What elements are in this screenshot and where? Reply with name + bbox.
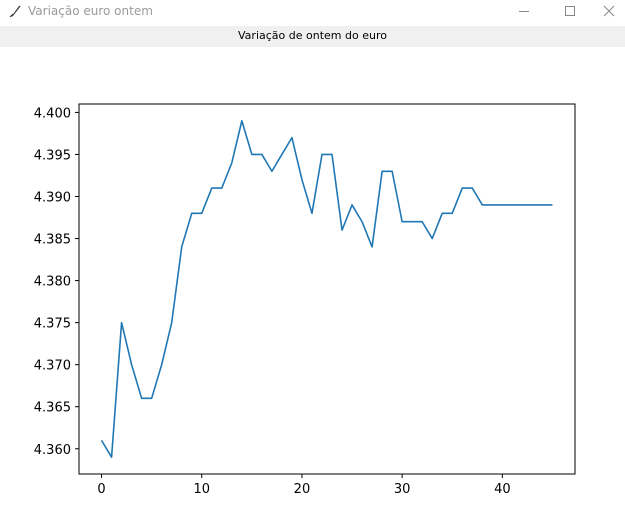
y-tick-label: 4.380 bbox=[34, 275, 71, 290]
chart-caption: Variação de ontem do euro bbox=[238, 29, 387, 42]
feather-icon bbox=[9, 5, 21, 18]
x-tick-label: 10 bbox=[193, 482, 210, 497]
y-tick-label: 4.360 bbox=[34, 443, 71, 458]
x-tick-label: 30 bbox=[394, 482, 411, 497]
chart-caption-bar: Variação de ontem do euro bbox=[0, 26, 625, 47]
plot-frame bbox=[78, 103, 576, 475]
y-tick-label: 4.370 bbox=[34, 359, 71, 374]
y-tick-label: 4.390 bbox=[34, 191, 71, 206]
maximize-button[interactable] bbox=[547, 0, 593, 22]
y-tick-label: 4.385 bbox=[34, 233, 71, 248]
y-tick-label: 4.395 bbox=[34, 148, 71, 163]
y-tick-label: 4.365 bbox=[34, 401, 71, 416]
window-titlebar[interactable]: Variação euro ontem bbox=[0, 0, 625, 22]
x-tick-label: 0 bbox=[97, 482, 105, 497]
maximize-icon bbox=[565, 6, 575, 16]
x-tick-label: 20 bbox=[294, 482, 311, 497]
close-icon bbox=[603, 5, 615, 17]
minimize-button[interactable] bbox=[501, 0, 547, 22]
y-tick-label: 4.375 bbox=[34, 317, 71, 332]
x-tick-label: 40 bbox=[494, 482, 511, 497]
window-title: Variação euro ontem bbox=[28, 4, 153, 18]
series-line bbox=[100, 120, 553, 458]
close-button[interactable] bbox=[593, 0, 625, 22]
y-tick-label: 4.400 bbox=[34, 106, 71, 121]
minimize-icon bbox=[519, 11, 529, 12]
